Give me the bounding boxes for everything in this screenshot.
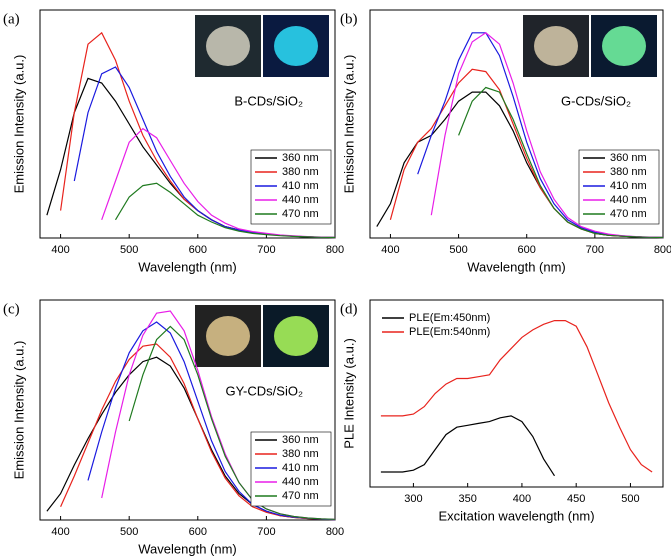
x-tick-label: 450 [567, 493, 585, 505]
x-tick-label: 600 [189, 526, 207, 538]
x-tick-label: 400 [513, 493, 531, 505]
legend-label: 360 nm [282, 152, 319, 164]
inset-sample [602, 26, 646, 66]
plot-frame [369, 299, 664, 488]
spectrum-line [380, 415, 556, 477]
annotation: G-CDs/SiO₂ [561, 93, 631, 108]
plot-frame [39, 299, 336, 521]
legend-box [578, 149, 660, 225]
x-tick-label: 400 [51, 526, 69, 538]
x-tick-label: 400 [381, 244, 399, 256]
plot-frame [39, 9, 336, 239]
panel-label: (a) [3, 11, 20, 27]
y-axis-label: Emission Intensity (a.u.) [11, 55, 26, 194]
annotation: B-CDs/SiO₂ [234, 93, 303, 108]
y-axis-label: Emission Intensity (a.u.) [11, 341, 26, 480]
legend-label: 360 nm [282, 434, 319, 446]
annotation: GY-CDs/SiO₂ [225, 383, 303, 398]
y-axis-label: Emission Intensity (a.u.) [341, 55, 356, 194]
x-tick-label: 800 [654, 244, 671, 256]
x-axis-label: Wavelength (nm) [138, 541, 237, 556]
legend-label: 470 nm [282, 490, 319, 502]
legend-label: 410 nm [282, 462, 319, 474]
legend-box [250, 149, 332, 225]
legend-label: 440 nm [282, 194, 319, 206]
legend-label: 410 nm [610, 180, 647, 192]
x-tick-label: 700 [586, 244, 604, 256]
plot-frame [369, 9, 664, 239]
x-tick-label: 400 [51, 244, 69, 256]
inset-sample [534, 26, 578, 66]
inset-sample [274, 316, 318, 356]
x-tick-label: 800 [326, 526, 344, 538]
y-axis-label: PLE Intensity (a.u.) [341, 338, 356, 449]
legend-label: PLE(Em:540nm) [409, 326, 490, 338]
x-tick-label: 800 [326, 244, 344, 256]
x-tick-label: 500 [621, 493, 639, 505]
inset-sample [206, 316, 250, 356]
x-tick-label: 500 [449, 244, 467, 256]
legend-label: 410 nm [282, 180, 319, 192]
legend-label: 360 nm [610, 152, 647, 164]
spectrum-line [128, 325, 336, 520]
spectrum-line [458, 86, 664, 239]
x-tick-label: 600 [518, 244, 536, 256]
legend-label: 440 nm [610, 194, 647, 206]
panel-label: (b) [340, 11, 358, 27]
panel-label: (d) [340, 301, 358, 317]
legend-label: 470 nm [610, 208, 647, 220]
inset-sample [274, 26, 318, 66]
legend-label: 380 nm [610, 166, 647, 178]
x-tick-label: 700 [257, 244, 275, 256]
x-tick-label: 500 [120, 526, 138, 538]
x-axis-label: Wavelength (nm) [467, 259, 566, 274]
x-tick-label: 300 [404, 493, 422, 505]
legend-label: 380 nm [282, 448, 319, 460]
x-axis-label: Wavelength (nm) [138, 259, 237, 274]
spectrum-line [380, 320, 653, 473]
x-tick-label: 350 [458, 493, 476, 505]
legend-label: 470 nm [282, 208, 319, 220]
legend-label: PLE(Em:450nm) [409, 312, 490, 324]
x-axis-label: Excitation wavelength (nm) [438, 508, 594, 523]
x-tick-label: 600 [189, 244, 207, 256]
x-tick-label: 700 [257, 526, 275, 538]
x-tick-label: 500 [120, 244, 138, 256]
legend-label: 440 nm [282, 476, 319, 488]
legend-box [250, 431, 332, 507]
panel-label: (c) [3, 301, 20, 317]
legend-label: 380 nm [282, 166, 319, 178]
spectrum-line [114, 182, 336, 239]
inset-sample [206, 26, 250, 66]
